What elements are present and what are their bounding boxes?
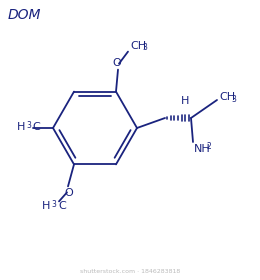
Text: H: H: [181, 96, 189, 106]
Text: H: H: [17, 122, 25, 132]
Text: 3: 3: [51, 200, 56, 209]
Text: CH: CH: [130, 41, 146, 51]
Text: DOM: DOM: [8, 8, 42, 22]
Text: 3: 3: [142, 43, 147, 52]
Text: 2: 2: [207, 141, 212, 151]
Text: O: O: [113, 58, 121, 68]
Text: 3: 3: [231, 95, 236, 104]
Text: shutterstock.com · 1846283818: shutterstock.com · 1846283818: [80, 269, 180, 274]
Text: CH: CH: [219, 92, 235, 102]
Text: C: C: [58, 201, 66, 211]
Text: H: H: [42, 201, 50, 211]
Text: O: O: [65, 188, 73, 198]
Text: C: C: [32, 122, 40, 132]
Text: 3: 3: [26, 120, 31, 130]
Text: NH: NH: [194, 144, 211, 154]
